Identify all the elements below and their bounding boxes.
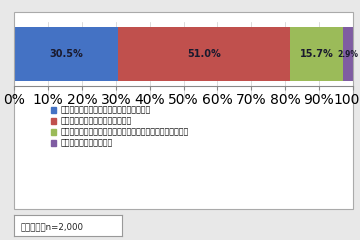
Text: 51.0%: 51.0%	[187, 49, 221, 60]
Text: 単一回答：n=2,000: 単一回答：n=2,000	[21, 222, 84, 231]
Text: 2.9%: 2.9%	[338, 50, 359, 59]
Bar	[118, 27, 290, 81]
Bar	[14, 12, 353, 209]
Bar	[290, 27, 343, 81]
Legend: よく知っていて、ある程度の説明もできた, 詳しくないが、名前は知っていた, なんとなく耳にしたことがあったが詳しくはわからなかった, 耳にしたこともなかった: よく知っていて、ある程度の説明もできた, 詳しくないが、名前は知っていた, なん…	[50, 106, 189, 148]
Bar	[14, 27, 118, 81]
Text: 30.5%: 30.5%	[49, 49, 83, 60]
Bar	[343, 27, 353, 81]
Text: 15.7%: 15.7%	[300, 49, 334, 60]
